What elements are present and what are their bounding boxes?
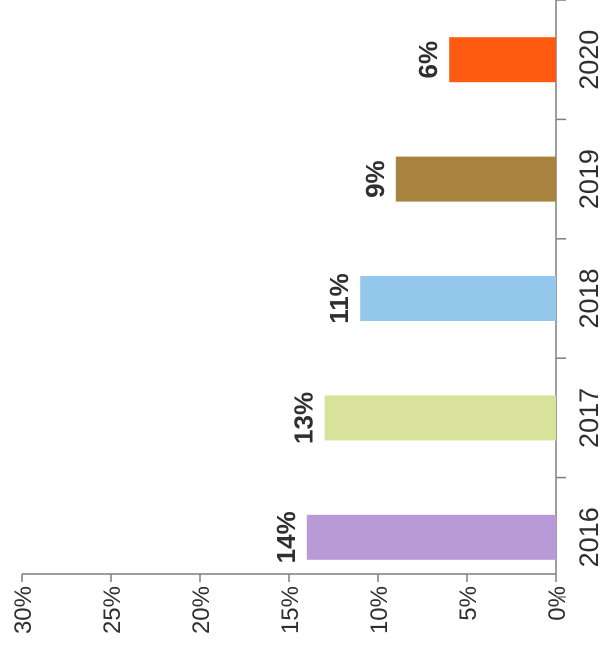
data-label-2018: 11% (324, 273, 354, 324)
category-label-2018: 2018 (574, 268, 604, 328)
data-label-2016: 14% (271, 511, 301, 563)
bar-2017 (324, 395, 556, 441)
data-label-2020: 6% (413, 41, 443, 79)
data-label-2017: 13% (289, 392, 319, 444)
value-axis-tick-label: 10% (366, 586, 393, 634)
value-axis-tick-label: 25% (99, 586, 126, 634)
bar-2016 (306, 514, 556, 560)
value-axis-tick-label: 15% (277, 586, 304, 634)
category-label-2019: 2019 (574, 149, 604, 209)
data-label-2019: 9% (360, 160, 390, 198)
value-axis-tick-label: 30% (10, 586, 37, 634)
bar-2020 (449, 37, 556, 83)
category-label-2020: 2020 (574, 30, 604, 90)
category-label-2016: 2016 (574, 507, 604, 567)
value-axis-tick-label: 20% (188, 586, 215, 634)
value-axis-tick-label: 0% (544, 586, 571, 621)
category-label-2017: 2017 (574, 388, 604, 448)
bar-2019 (395, 156, 556, 202)
value-axis-tick-label: 5% (455, 586, 482, 621)
bar-2018 (360, 276, 556, 321)
